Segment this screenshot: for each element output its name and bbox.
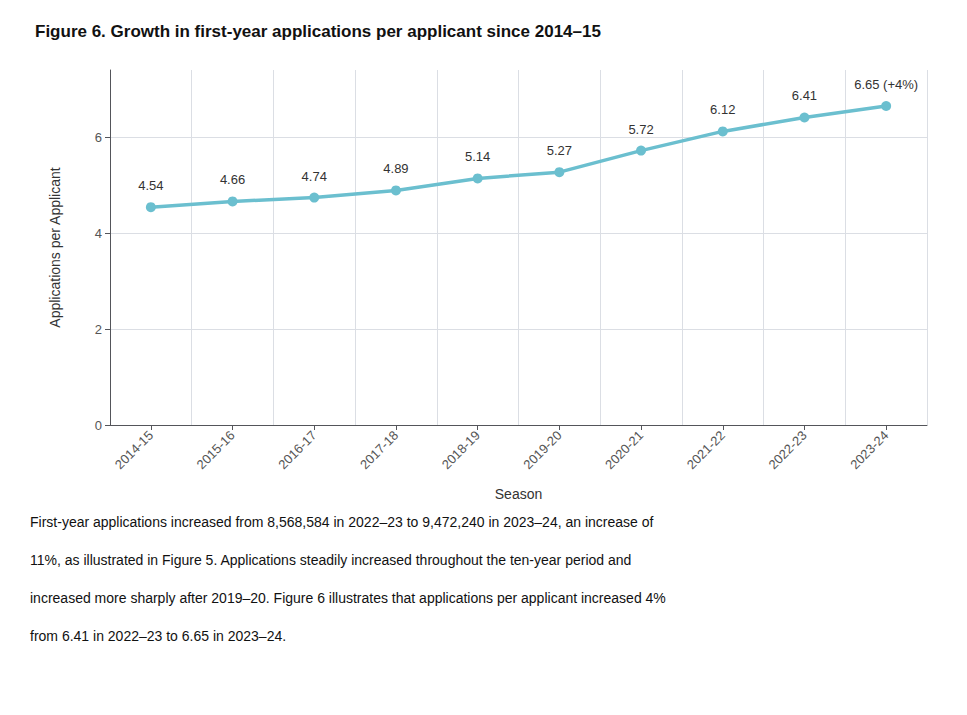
svg-text:4.89: 4.89 bbox=[383, 161, 408, 176]
svg-text:Season: Season bbox=[495, 486, 542, 502]
svg-text:2015-16: 2015-16 bbox=[194, 428, 238, 472]
svg-text:2023-24: 2023-24 bbox=[847, 428, 891, 472]
svg-text:5.72: 5.72 bbox=[628, 122, 653, 137]
svg-text:11%, as illustrated in Figure: 11%, as illustrated in Figure 5. Applica… bbox=[30, 552, 631, 568]
svg-text:2020-21: 2020-21 bbox=[602, 428, 646, 472]
svg-text:4.54: 4.54 bbox=[138, 178, 163, 193]
svg-text:6.65 (+4%): 6.65 (+4%) bbox=[854, 77, 918, 92]
svg-text:6: 6 bbox=[95, 130, 102, 145]
svg-text:5.14: 5.14 bbox=[465, 149, 490, 164]
svg-text:2016-17: 2016-17 bbox=[275, 428, 319, 472]
svg-text:0: 0 bbox=[95, 418, 102, 433]
svg-text:2018-19: 2018-19 bbox=[439, 428, 483, 472]
svg-text:Applications per Applicant: Applications per Applicant bbox=[47, 167, 63, 327]
svg-text:Figure 6. Growth in first-year: Figure 6. Growth in first-year applicati… bbox=[35, 22, 601, 41]
svg-text:from 6.41 in 2022–23 to 6.65 i: from 6.41 in 2022–23 to 6.65 in 2023–24. bbox=[30, 628, 286, 644]
svg-text:2019-20: 2019-20 bbox=[520, 428, 564, 472]
svg-text:2: 2 bbox=[95, 322, 102, 337]
svg-text:2017-18: 2017-18 bbox=[357, 428, 401, 472]
svg-text:5.27: 5.27 bbox=[547, 143, 572, 158]
svg-text:4.66: 4.66 bbox=[220, 172, 245, 187]
svg-text:4.74: 4.74 bbox=[302, 169, 327, 184]
svg-text:4: 4 bbox=[95, 226, 102, 241]
svg-text:2022-23: 2022-23 bbox=[765, 428, 809, 472]
svg-text:2021-22: 2021-22 bbox=[684, 428, 728, 472]
svg-text:increased more sharply after 2: increased more sharply after 2019–20. Fi… bbox=[30, 590, 666, 606]
svg-text:6.41: 6.41 bbox=[792, 88, 817, 103]
svg-text:2014-15: 2014-15 bbox=[112, 428, 156, 472]
svg-text:First-year applications increa: First-year applications increased from 8… bbox=[30, 514, 654, 530]
svg-text:6.12: 6.12 bbox=[710, 102, 735, 117]
